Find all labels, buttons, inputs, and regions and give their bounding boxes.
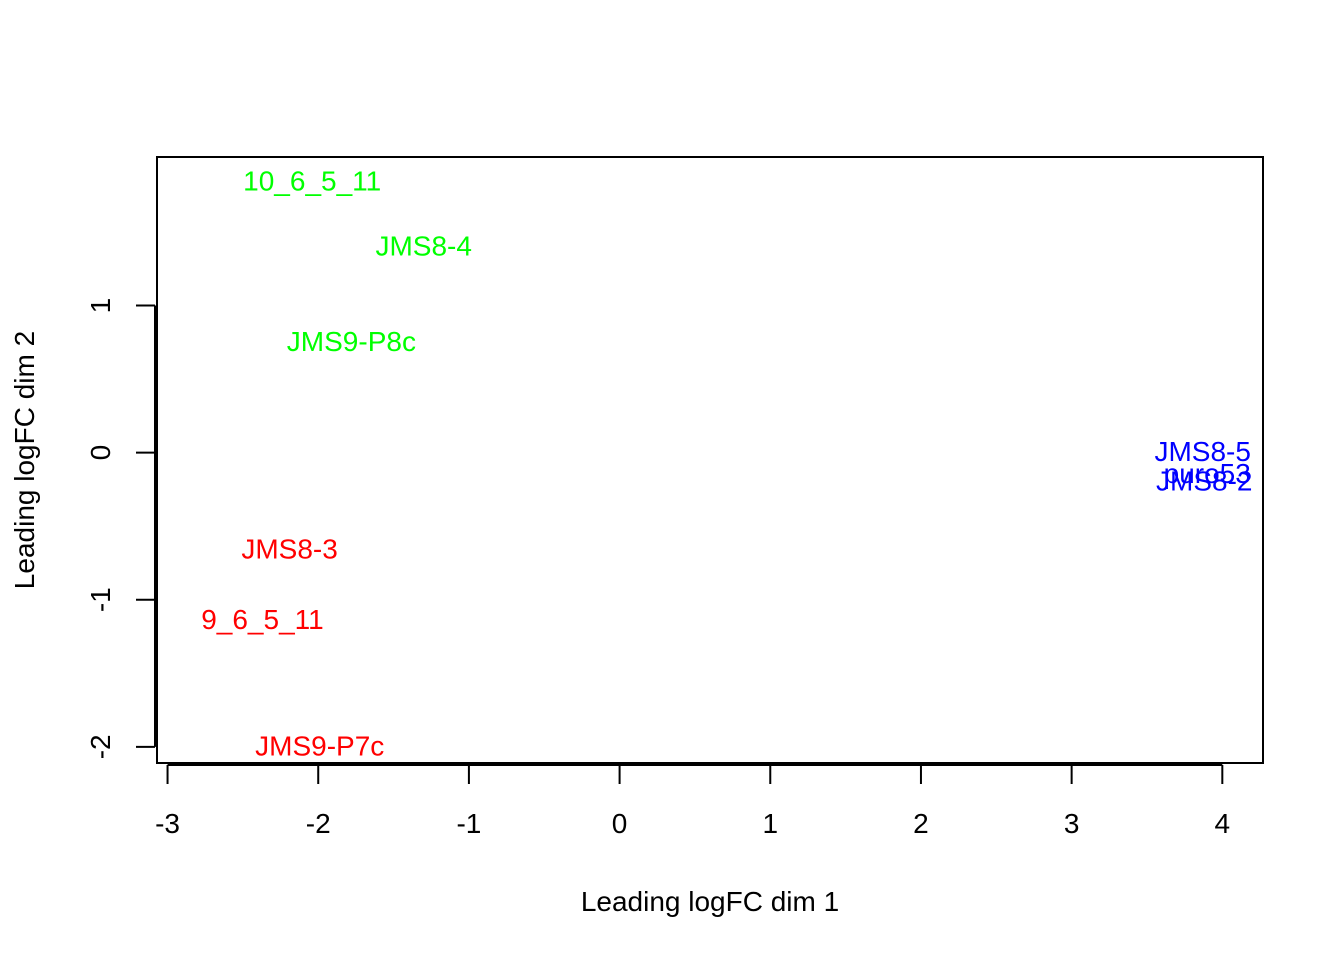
y-axis-title: Leading logFC dim 2 bbox=[9, 331, 40, 589]
point-label: JMS8-2 bbox=[1156, 466, 1252, 497]
x-axis: -3 -2 -1 0 1 2 3 4 bbox=[155, 764, 1231, 839]
y-tick-label: -2 bbox=[85, 734, 116, 759]
x-tick-label: -2 bbox=[306, 808, 331, 839]
point-label: 10_6_5_11 bbox=[243, 166, 381, 197]
y-tick-label: 0 bbox=[85, 445, 116, 461]
point-label: JMS8-5 bbox=[1154, 436, 1250, 467]
plot-box bbox=[156, 156, 1264, 764]
x-tick-label: 1 bbox=[762, 808, 778, 839]
x-tick-label: -3 bbox=[155, 808, 180, 839]
point-label: JMS8-4 bbox=[375, 230, 471, 261]
point-label: 9_6_5_11 bbox=[201, 604, 324, 635]
x-axis-title: Leading logFC dim 1 bbox=[581, 886, 839, 917]
x-tick-label: 2 bbox=[913, 808, 929, 839]
point-label: JMS8-3 bbox=[241, 533, 337, 564]
point-label: JMS9-P7c bbox=[255, 730, 384, 761]
y-axis: -2 -1 0 1 bbox=[85, 298, 156, 759]
x-tick-label: 4 bbox=[1215, 808, 1231, 839]
y-tick-label: 1 bbox=[85, 298, 116, 314]
y-tick-label: -1 bbox=[85, 587, 116, 612]
point-label: puro53 bbox=[1164, 458, 1251, 489]
x-tick-label: -1 bbox=[456, 808, 481, 839]
x-tick-label: 0 bbox=[612, 808, 628, 839]
x-tick-label: 3 bbox=[1064, 808, 1080, 839]
point-label: JMS9-P8c bbox=[287, 326, 416, 357]
point-labels: 10_6_5_11 JMS8-4 JMS9-P8c JMS8-3 9_6_5_11 JMS… bbox=[201, 166, 1252, 762]
